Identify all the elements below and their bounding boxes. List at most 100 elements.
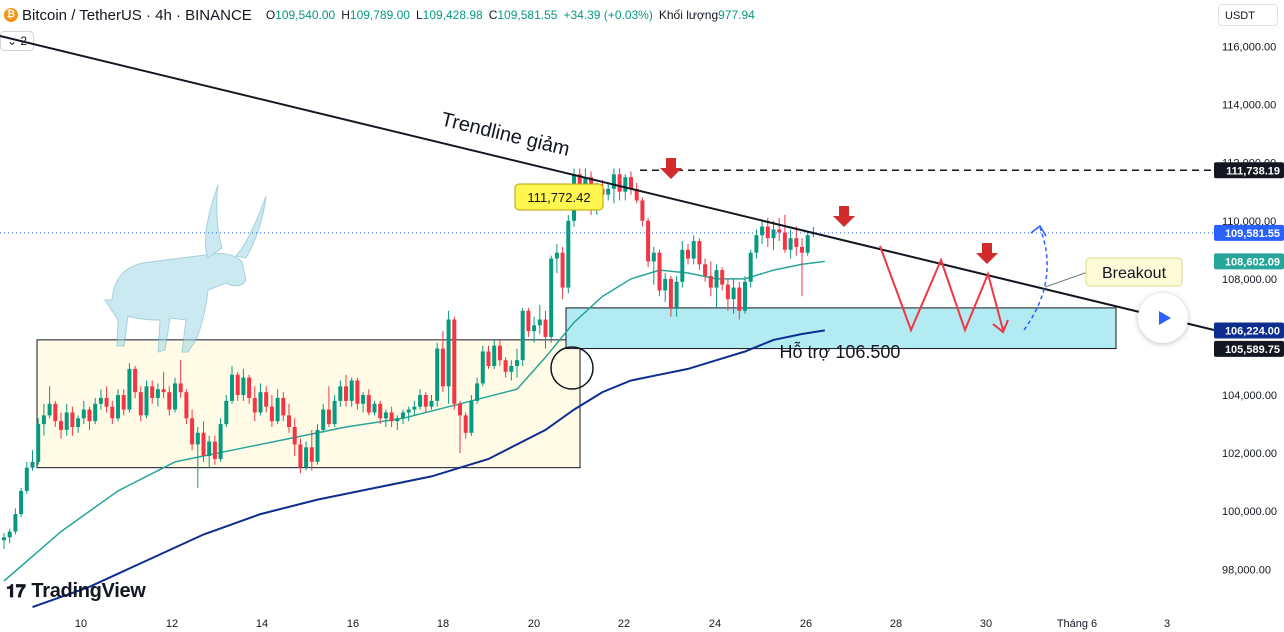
candle[interactable] xyxy=(7,528,12,544)
candle[interactable] xyxy=(144,380,149,419)
candle[interactable] xyxy=(554,244,559,274)
candle[interactable] xyxy=(76,415,81,433)
candle[interactable] xyxy=(161,371,166,398)
candle[interactable] xyxy=(178,360,183,398)
descending-trendline[interactable] xyxy=(0,35,1215,331)
candle[interactable] xyxy=(70,406,75,436)
candle[interactable] xyxy=(754,229,759,259)
candle[interactable] xyxy=(731,278,736,314)
candle[interactable] xyxy=(708,261,713,297)
candle[interactable] xyxy=(133,366,138,398)
candle[interactable] xyxy=(383,409,388,427)
candle[interactable] xyxy=(737,281,742,320)
candle[interactable] xyxy=(452,316,457,410)
candle[interactable] xyxy=(440,331,445,393)
candle[interactable] xyxy=(264,386,269,413)
candle[interactable] xyxy=(338,380,343,407)
candle[interactable] xyxy=(463,412,468,439)
candle[interactable] xyxy=(372,400,377,416)
candle[interactable] xyxy=(315,424,320,465)
candle[interactable] xyxy=(720,267,725,291)
candle[interactable] xyxy=(668,275,673,317)
candle[interactable] xyxy=(526,307,531,337)
candle[interactable] xyxy=(532,316,537,343)
candle[interactable] xyxy=(224,395,229,427)
candle[interactable] xyxy=(606,183,611,201)
candle[interactable] xyxy=(184,389,189,425)
candle[interactable] xyxy=(714,264,719,308)
candle[interactable] xyxy=(287,403,291,433)
candle[interactable] xyxy=(725,278,730,311)
candle[interactable] xyxy=(167,386,172,416)
candle[interactable] xyxy=(611,168,616,204)
candle[interactable] xyxy=(629,171,633,195)
candle[interactable] xyxy=(418,389,423,410)
candle[interactable] xyxy=(646,217,651,268)
candle[interactable] xyxy=(760,220,765,244)
candle[interactable] xyxy=(53,400,58,427)
candle[interactable] xyxy=(36,418,41,465)
candle[interactable] xyxy=(640,197,645,227)
candle[interactable] xyxy=(480,345,485,387)
candle[interactable] xyxy=(212,435,217,465)
candle[interactable] xyxy=(651,246,656,285)
candle[interactable] xyxy=(406,406,411,422)
candle[interactable] xyxy=(794,226,799,256)
currency-selector[interactable]: USDT xyxy=(1218,4,1278,26)
candle[interactable] xyxy=(344,374,348,407)
candle[interactable] xyxy=(127,363,132,413)
candle[interactable] xyxy=(173,377,177,413)
candle[interactable] xyxy=(458,400,462,454)
candle[interactable] xyxy=(748,249,753,288)
candle[interactable] xyxy=(663,273,668,303)
candle[interactable] xyxy=(361,392,366,413)
candle[interactable] xyxy=(150,380,155,404)
candle[interactable] xyxy=(657,249,662,297)
candle[interactable] xyxy=(87,406,92,430)
candle[interactable] xyxy=(543,310,548,349)
candle[interactable] xyxy=(13,508,18,535)
candle[interactable] xyxy=(412,400,417,416)
candle[interactable] xyxy=(47,386,52,419)
candle[interactable] xyxy=(469,395,474,436)
candle[interactable] xyxy=(19,488,24,518)
candle[interactable] xyxy=(674,275,679,317)
candle[interactable] xyxy=(281,392,286,422)
candle[interactable] xyxy=(64,403,69,436)
candle[interactable] xyxy=(309,429,314,471)
candle[interactable] xyxy=(537,305,542,335)
candle[interactable] xyxy=(252,386,257,422)
candle[interactable] xyxy=(24,461,29,494)
candle[interactable] xyxy=(41,403,46,436)
candle[interactable] xyxy=(515,348,519,378)
candle[interactable] xyxy=(743,275,747,314)
candle[interactable] xyxy=(446,310,451,404)
candle[interactable] xyxy=(110,400,115,425)
candle[interactable] xyxy=(207,435,212,468)
candle[interactable] xyxy=(292,418,297,457)
candle[interactable] xyxy=(235,371,240,401)
candle[interactable] xyxy=(697,238,702,271)
candle[interactable] xyxy=(98,389,103,410)
candle[interactable] xyxy=(326,386,331,427)
candle[interactable] xyxy=(93,397,98,425)
candle[interactable] xyxy=(423,392,428,413)
candle[interactable] xyxy=(520,307,525,366)
symbol-title[interactable]: Bitcoin / TetherUS · 4h · BINANCE xyxy=(22,6,252,24)
candle[interactable] xyxy=(269,395,274,427)
replay-play-button[interactable] xyxy=(1138,293,1188,343)
candle[interactable] xyxy=(634,183,639,204)
candle[interactable] xyxy=(298,438,303,474)
candle[interactable] xyxy=(401,409,405,425)
candle[interactable] xyxy=(59,412,63,439)
candle[interactable] xyxy=(503,357,508,378)
candle[interactable] xyxy=(378,400,383,425)
candle[interactable] xyxy=(190,409,195,451)
candle[interactable] xyxy=(549,255,554,343)
candle[interactable] xyxy=(395,415,400,430)
candle[interactable] xyxy=(475,377,480,404)
candle[interactable] xyxy=(230,366,234,404)
candle[interactable] xyxy=(321,403,326,433)
candle[interactable] xyxy=(247,374,252,404)
